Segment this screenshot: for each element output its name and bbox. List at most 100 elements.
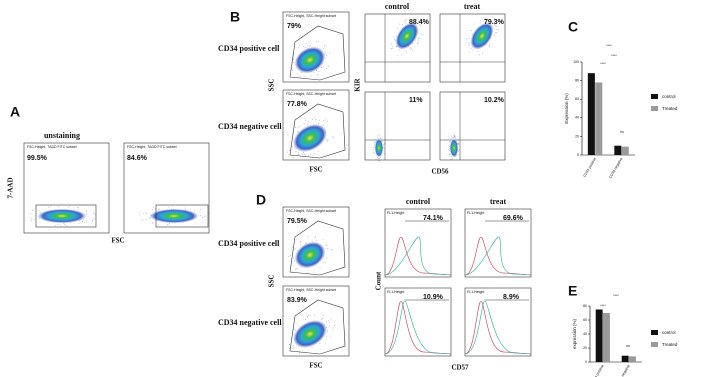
event-dot — [376, 159, 377, 160]
y-tick-label: 40 — [583, 332, 587, 336]
y-tick-label: 20 — [583, 346, 587, 350]
event-dot — [458, 140, 459, 141]
event-dot — [448, 149, 449, 150]
x-tick-label: CD34 negative — [616, 364, 631, 377]
bar — [603, 313, 610, 362]
event-dot — [30, 213, 31, 214]
event-dot — [459, 150, 460, 151]
event-dot — [384, 148, 385, 149]
legend-label: control — [662, 94, 676, 99]
event-dot — [204, 216, 205, 217]
event-dot — [379, 160, 380, 161]
event-dot — [451, 156, 452, 157]
event-dot — [194, 210, 195, 211]
event-dot — [448, 145, 449, 146]
row-label: CD34 positive cell — [218, 44, 280, 53]
event-dot — [147, 213, 148, 214]
event-dot — [143, 220, 144, 221]
event-dot — [377, 137, 378, 138]
event-dot — [40, 212, 41, 213]
percent-label: 79% — [287, 23, 302, 30]
event-dot — [172, 206, 173, 207]
x-tick-label: CD34 positive — [590, 364, 604, 377]
event-dot — [86, 214, 87, 215]
event-dot — [205, 216, 206, 217]
event-dot — [143, 213, 144, 214]
y-tick-label: 0 — [585, 360, 587, 364]
event-dot — [374, 150, 375, 151]
legend-label: Treated — [662, 342, 678, 347]
event-dot — [384, 151, 385, 152]
event-dot — [140, 212, 141, 213]
event-dot — [459, 149, 460, 150]
event-dot — [63, 223, 64, 224]
percent-label: 69.6% — [503, 215, 524, 222]
event-dot — [374, 147, 375, 148]
event-dot — [145, 213, 146, 214]
event-dot — [382, 138, 383, 139]
event-dot — [168, 225, 169, 226]
event-dot — [146, 219, 147, 220]
event-dot — [373, 152, 374, 153]
event-dot — [152, 209, 153, 210]
axis-label: Count — [375, 271, 383, 290]
axis-label: SSC — [268, 275, 276, 288]
row-label: CD34 negative cell — [218, 122, 282, 131]
event-dot — [450, 156, 451, 157]
event-dot — [458, 151, 459, 152]
legend-label: Treated — [662, 106, 678, 111]
significance-label: **** — [600, 304, 606, 308]
legend-swatch — [651, 94, 658, 99]
bar — [588, 73, 595, 155]
event-dot — [86, 211, 87, 212]
event-dot — [158, 209, 159, 210]
panel-label: C — [568, 19, 578, 35]
gate-label: FL1-Height — [387, 211, 404, 215]
event-dot — [93, 219, 94, 220]
event-dot — [57, 224, 58, 225]
density-core — [150, 209, 198, 223]
axis-label: 7-AAD — [7, 178, 15, 199]
density-core — [450, 139, 458, 157]
axis-label: CD56 — [431, 168, 449, 176]
percent-label: 88.4% — [409, 19, 430, 26]
event-dot — [150, 217, 151, 218]
event-dot — [199, 215, 200, 216]
event-dot — [77, 207, 78, 208]
event-dot — [139, 215, 140, 216]
event-dot — [84, 222, 85, 223]
axis-label: FSC — [309, 166, 322, 174]
event-dot — [450, 141, 451, 142]
event-dot — [34, 219, 35, 220]
event-dot — [384, 144, 385, 145]
percent-label: 79.3% — [484, 19, 505, 26]
gate-label: FSC-Height, SSC-Height subset — [286, 209, 336, 213]
event-dot — [195, 223, 196, 224]
event-dot — [379, 158, 380, 159]
event-dot — [86, 221, 87, 222]
axis-label: FSC — [309, 362, 322, 370]
event-dot — [141, 219, 142, 220]
event-dot — [384, 153, 385, 154]
percent-label: 79.5% — [287, 218, 308, 225]
gate-label: FL1-Height — [467, 290, 484, 294]
percent-label: 83.9% — [287, 297, 308, 304]
significance-label: ns — [620, 130, 624, 134]
event-dot — [456, 139, 457, 140]
event-dot — [74, 208, 75, 209]
axis-label: SSC — [268, 79, 276, 92]
significance-label: **** — [606, 44, 612, 48]
axis-label: Expression (%) — [564, 93, 569, 124]
bar — [596, 310, 603, 363]
event-dot — [452, 158, 453, 159]
y-tick-label: 80 — [583, 304, 587, 308]
event-dot — [94, 218, 95, 219]
panel-label: B — [230, 9, 240, 25]
percent-label: 8.9% — [503, 294, 520, 301]
event-dot — [31, 220, 32, 221]
event-dot — [93, 212, 94, 213]
event-dot — [66, 225, 67, 226]
event-dot — [377, 136, 378, 137]
event-dot — [449, 150, 450, 151]
